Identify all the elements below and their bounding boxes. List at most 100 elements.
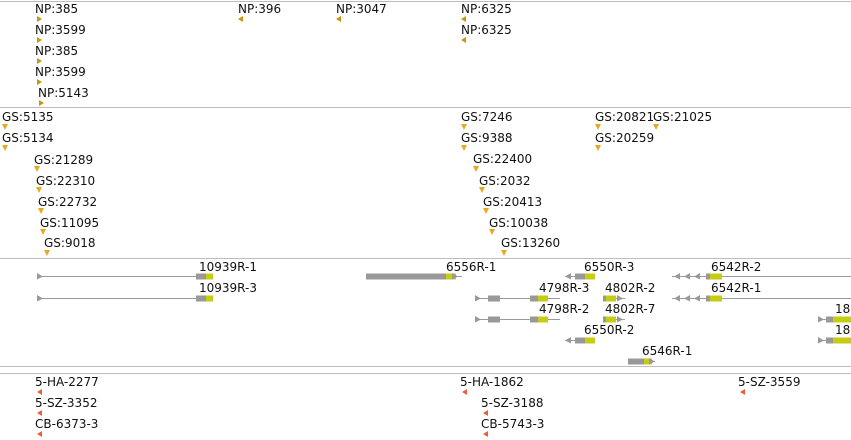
insertion-marker-icon[interactable] [38, 208, 44, 214]
mutant-marker-icon[interactable] [37, 431, 42, 437]
insertion-marker-icon[interactable] [39, 100, 44, 106]
insertion-marker-icon[interactable] [595, 145, 601, 151]
gene-model[interactable] [818, 337, 851, 344]
mutant-marker-icon[interactable] [483, 410, 488, 416]
gene-model[interactable] [366, 273, 462, 280]
gene-model[interactable] [628, 358, 655, 365]
gene-exon [488, 316, 500, 323]
insertion-marker-icon[interactable] [461, 124, 467, 130]
gene-utr [644, 358, 652, 365]
mutant-marker-icon[interactable] [740, 389, 745, 395]
gene-model[interactable] [37, 295, 213, 302]
gene-exon [530, 295, 538, 302]
gene-utr [538, 316, 548, 323]
gene-utr [606, 316, 616, 323]
gene-exon [575, 337, 585, 344]
gene-exon [826, 337, 833, 344]
gene-exon [706, 273, 710, 280]
insertion-marker-icon[interactable] [336, 16, 341, 22]
gene-utr [206, 295, 213, 302]
gene-utr [538, 295, 548, 302]
gene-exon [530, 316, 538, 323]
strand-arrow-icon [818, 316, 824, 323]
insertion-marker-icon[interactable] [37, 58, 42, 64]
gene-exon [196, 273, 206, 280]
insertion-marker-icon[interactable] [461, 37, 466, 43]
insertion-marker-icon[interactable] [37, 16, 42, 22]
gene-utr [833, 316, 851, 323]
gene-exon [196, 295, 206, 302]
insertion-marker-icon[interactable] [40, 229, 46, 235]
strand-arrow-icon [649, 358, 655, 365]
strand-arrow-icon [475, 295, 481, 302]
mutants-track [37, 389, 745, 437]
gene-exon [603, 295, 606, 302]
insertion-marker-icon[interactable] [2, 124, 8, 130]
np-insertions-track [37, 16, 466, 106]
insertion-marker-icon[interactable] [653, 124, 659, 130]
insertion-marker-icon[interactable] [473, 166, 479, 172]
gene-exon [706, 295, 710, 302]
insertion-marker-icon[interactable] [37, 79, 42, 85]
strand-arrow-icon [818, 337, 824, 344]
strand-arrow-icon [694, 273, 700, 280]
strand-arrow-icon [674, 273, 680, 280]
gene-model[interactable] [475, 295, 560, 302]
strand-arrow-icon [565, 337, 571, 344]
gene-model[interactable] [672, 273, 851, 280]
gene-model[interactable] [603, 316, 625, 323]
gene-exon [575, 273, 585, 280]
insertion-marker-icon[interactable] [36, 187, 42, 193]
gene-model[interactable] [672, 295, 851, 302]
insertion-marker-icon[interactable] [461, 16, 466, 22]
transcripts-track [37, 273, 851, 365]
strand-arrow-icon [694, 295, 700, 302]
insertion-marker-icon[interactable] [461, 145, 467, 151]
gene-exon [366, 273, 446, 280]
gene-model[interactable] [475, 316, 560, 323]
mutant-marker-icon[interactable] [483, 431, 488, 437]
mutant-marker-icon[interactable] [37, 410, 42, 416]
gene-utr [585, 273, 595, 280]
strand-arrow-icon [684, 295, 690, 302]
gene-exon [603, 316, 606, 323]
strand-arrow-icon [684, 273, 690, 280]
gene-utr [606, 295, 616, 302]
gene-utr [710, 273, 722, 280]
gene-model[interactable] [565, 273, 595, 280]
track-dividers [0, 1, 851, 374]
insertion-marker-icon[interactable] [479, 187, 485, 193]
insertion-marker-icon[interactable] [238, 16, 243, 22]
strand-arrow-icon [37, 295, 43, 302]
gs-insertions-track [2, 124, 659, 256]
strand-arrow-icon [37, 273, 43, 280]
gene-model[interactable] [818, 316, 851, 323]
mutant-marker-icon[interactable] [37, 389, 42, 395]
insertion-marker-icon[interactable] [34, 166, 40, 172]
insertion-marker-icon[interactable] [2, 145, 8, 151]
strand-arrow-icon [475, 316, 481, 323]
strand-arrow-icon [674, 295, 680, 302]
gene-utr [206, 273, 213, 280]
insertion-marker-icon[interactable] [489, 229, 495, 235]
mutant-marker-icon[interactable] [462, 389, 467, 395]
strand-arrow-icon [565, 273, 571, 280]
gene-model[interactable] [37, 273, 213, 280]
gene-model[interactable] [603, 295, 625, 302]
insertion-marker-icon[interactable] [595, 124, 601, 130]
gene-exon [826, 316, 833, 323]
gene-exon [628, 358, 644, 365]
gene-model[interactable] [565, 337, 595, 344]
gene-utr [446, 273, 456, 280]
insertion-marker-icon[interactable] [501, 250, 507, 256]
gene-exon [488, 295, 500, 302]
gene-utr [710, 295, 722, 302]
insertion-marker-icon[interactable] [37, 37, 42, 43]
insertion-marker-icon[interactable] [44, 250, 50, 256]
strand-arrow-icon [617, 316, 623, 323]
gene-utr [833, 337, 851, 344]
insertion-marker-icon[interactable] [483, 208, 489, 214]
gene-utr [585, 337, 595, 344]
strand-arrow-icon [617, 295, 623, 302]
